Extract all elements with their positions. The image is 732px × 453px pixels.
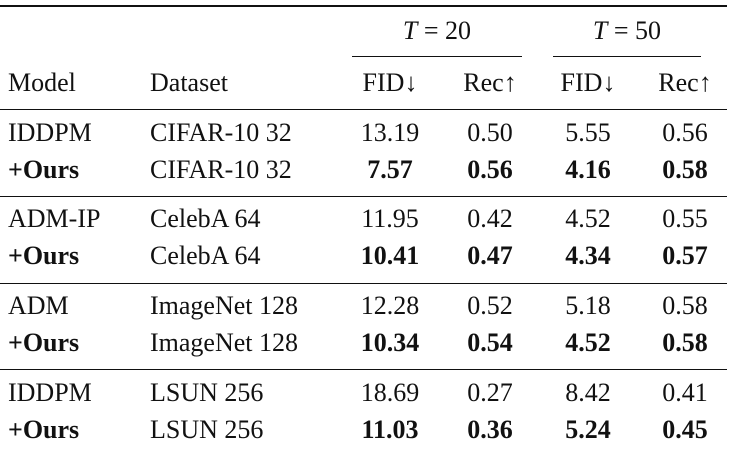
- cell-rec-50: 0.55: [662, 204, 708, 233]
- cell-dataset: ImageNet 128: [150, 291, 299, 320]
- cell-fid-50: 5.55: [565, 118, 611, 147]
- cell-rec-50: 0.56: [662, 118, 708, 147]
- cell-model: IDDPM: [8, 118, 92, 147]
- cell-model: IDDPM: [8, 378, 92, 407]
- col-header-rec-50: Rec↑: [658, 68, 712, 97]
- cell-rec-50: 0.58: [662, 155, 708, 184]
- cell-dataset: CelebA 64: [150, 241, 261, 270]
- cell-dataset: LSUN 256: [150, 378, 264, 407]
- group-header-t50: T = 50: [551, 16, 703, 46]
- cell-rec-20: 0.56: [467, 155, 513, 184]
- group-separator: [0, 196, 727, 197]
- group-value: = 50: [607, 16, 662, 45]
- cell-fid-50: 4.52: [565, 204, 611, 233]
- cell-fid-50: 5.24: [565, 415, 611, 444]
- col-header-fid-20: FID↓: [362, 68, 418, 97]
- cell-fid-20: 18.69: [360, 378, 420, 407]
- cell-fid-50: 8.42: [565, 378, 611, 407]
- cell-model: +Ours: [8, 415, 80, 444]
- col-header-rec-20: Rec↑: [463, 68, 517, 97]
- cell-rec-50: 0.58: [662, 328, 708, 357]
- group-rule-t50: [553, 56, 701, 57]
- cell-rec-50: 0.45: [662, 415, 708, 444]
- cell-fid-20: 10.41: [360, 241, 420, 270]
- cell-fid-50: 4.34: [565, 241, 611, 270]
- col-header-dataset: Dataset: [150, 68, 228, 97]
- group-rule-t20: [352, 56, 522, 57]
- cell-model: +Ours: [8, 155, 80, 184]
- cell-model: ADM-IP: [8, 204, 101, 233]
- cell-rec-20: 0.36: [467, 415, 513, 444]
- cell-rec-50: 0.57: [662, 241, 708, 270]
- cell-fid-20: 7.57: [367, 155, 413, 184]
- group-value: = 20: [417, 16, 472, 45]
- cell-rec-20: 0.27: [467, 378, 513, 407]
- cell-rec-20: 0.42: [467, 204, 513, 233]
- cell-fid-20: 11.03: [361, 415, 419, 444]
- cell-fid-20: 13.19: [360, 118, 420, 147]
- cell-dataset: CIFAR-10 32: [150, 118, 292, 147]
- cell-dataset: CelebA 64: [150, 204, 261, 233]
- cell-dataset: ImageNet 128: [150, 328, 299, 357]
- header-rule: [0, 109, 727, 110]
- top-rule: [0, 5, 727, 7]
- col-header-model: Model: [8, 68, 76, 97]
- t-symbol: T: [402, 16, 418, 45]
- group-separator: [0, 369, 727, 370]
- cell-model: +Ours: [8, 328, 80, 357]
- cell-fid-50: 4.16: [565, 155, 611, 184]
- col-header-fid-50: FID↓: [560, 68, 616, 97]
- cell-fid-20: 12.28: [360, 291, 420, 320]
- cell-rec-20: 0.54: [467, 328, 513, 357]
- cell-fid-20: 11.95: [361, 204, 419, 233]
- group-separator: [0, 283, 727, 284]
- cell-fid-50: 4.52: [565, 328, 611, 357]
- group-header-t20: T = 20: [350, 16, 524, 46]
- cell-rec-20: 0.52: [467, 291, 513, 320]
- cell-rec-20: 0.50: [467, 118, 513, 147]
- cell-model: ADM: [8, 291, 69, 320]
- cell-dataset: CIFAR-10 32: [150, 155, 292, 184]
- cell-fid-20: 10.34: [360, 328, 420, 357]
- t-symbol: T: [592, 16, 608, 45]
- cell-model: +Ours: [8, 241, 80, 270]
- cell-fid-50: 5.18: [565, 291, 611, 320]
- cell-rec-50: 0.58: [662, 291, 708, 320]
- cell-rec-20: 0.47: [467, 241, 513, 270]
- cell-dataset: LSUN 256: [150, 415, 264, 444]
- cell-rec-50: 0.41: [662, 378, 708, 407]
